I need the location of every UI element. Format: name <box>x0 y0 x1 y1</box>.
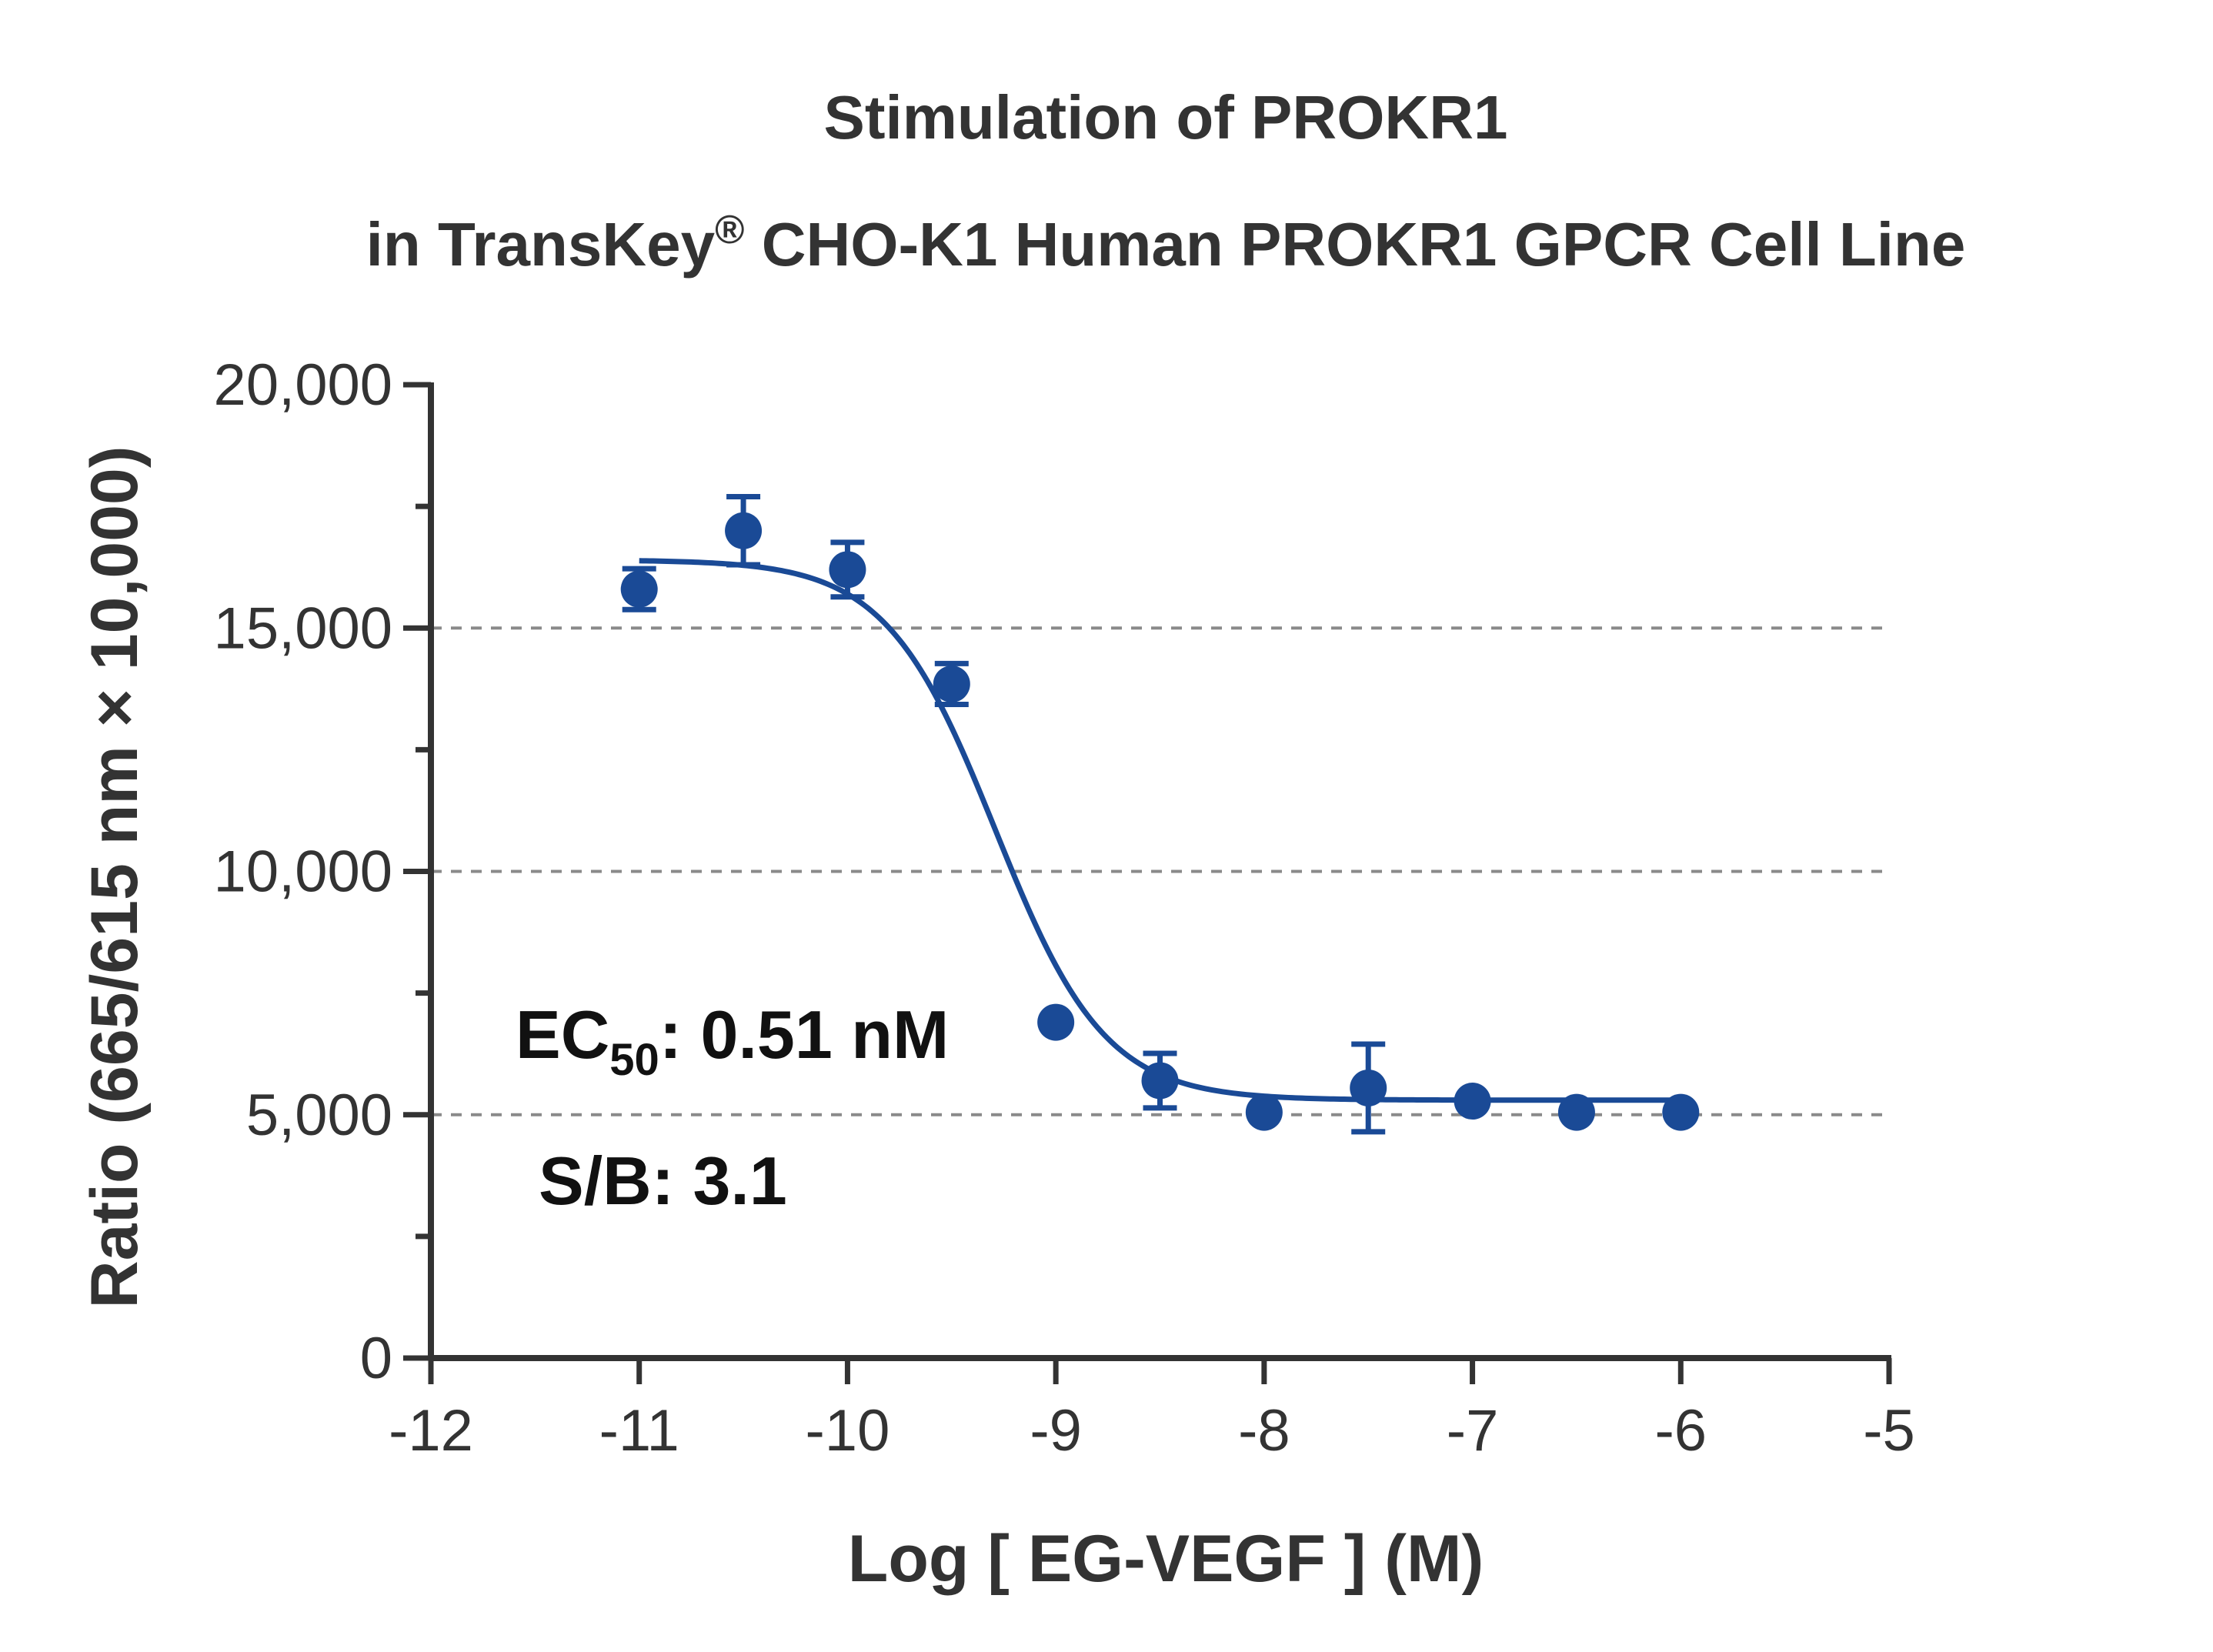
y-tick-label: 0 <box>360 1326 392 1391</box>
data-point <box>1141 1062 1179 1100</box>
axes: 0 5,000 10,000 15,000 20,000 -12 -11 -10 -9 -8 -7 -… <box>214 352 1915 1463</box>
x-tick-label: -6 <box>1654 1398 1707 1463</box>
data-point <box>1557 1093 1595 1131</box>
y-tick-label: 10,000 <box>214 839 392 905</box>
ec50-annotation: EC50: 0.51 nM <box>516 996 949 1085</box>
data-points-layer <box>620 493 1700 1135</box>
x-tick-label: -5 <box>1863 1398 1915 1463</box>
data-point <box>1037 1003 1075 1041</box>
data-point <box>1662 1093 1700 1131</box>
data-point <box>620 570 658 608</box>
sb-annotation: S/B: 3.1 <box>539 1143 787 1219</box>
y-tick-label: 20,000 <box>214 352 392 418</box>
data-point <box>1245 1093 1283 1131</box>
data-point <box>1350 1069 1387 1106</box>
x-tick-label: -9 <box>1030 1398 1082 1463</box>
data-point <box>933 665 970 703</box>
x-tick-label: -10 <box>806 1398 890 1463</box>
data-point <box>725 512 763 549</box>
chart-title-line1: Stimulation of PROKR1 <box>824 83 1508 152</box>
y-axis-title: Ratio (665/615 nm × 10,000) <box>78 446 152 1309</box>
data-point <box>1454 1083 1491 1120</box>
registered-mark: ® <box>715 208 744 252</box>
y-tick-label: 5,000 <box>246 1083 392 1148</box>
x-axis-title: Log [ EG-VEGF ] (M) <box>848 1522 1484 1596</box>
data-point <box>829 551 866 589</box>
y-tick-label: 15,000 <box>214 596 392 661</box>
x-tick-label: -7 <box>1447 1398 1499 1463</box>
x-tick-label: -11 <box>599 1398 679 1463</box>
x-tick-label: -8 <box>1238 1398 1290 1463</box>
x-tick-label: -12 <box>389 1398 473 1463</box>
gridlines <box>431 626 1889 1116</box>
chart-title-line2: in TransKey® CHO-K1 Human PROKR1 GPCR Ce… <box>366 208 1966 279</box>
